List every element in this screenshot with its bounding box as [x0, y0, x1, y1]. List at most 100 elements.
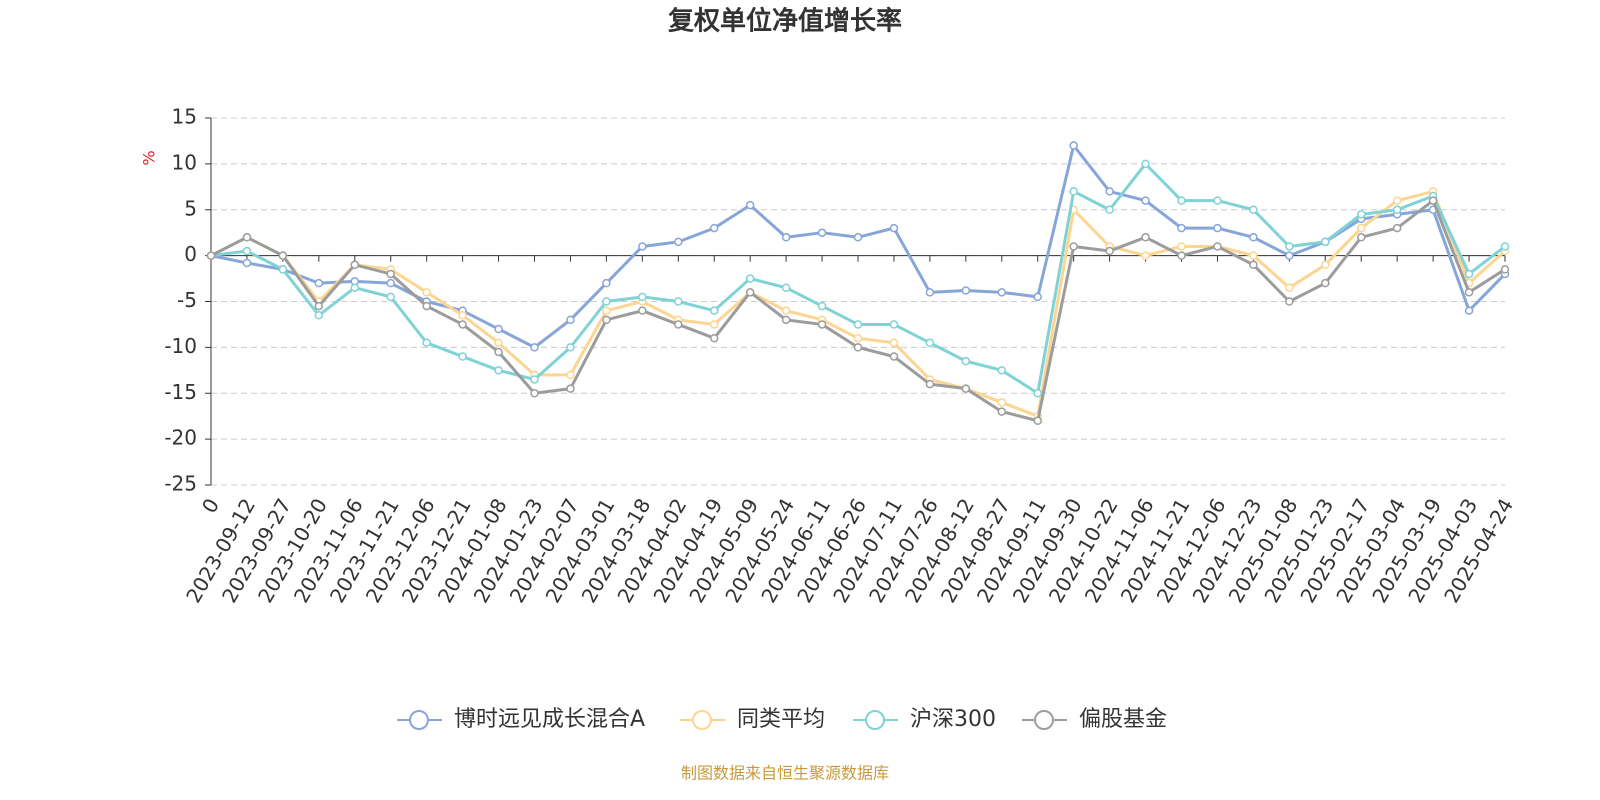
point [530, 343, 539, 352]
point [638, 292, 647, 302]
point [1213, 196, 1222, 205]
y-axis-label: % [140, 150, 159, 165]
legend-label: 同类平均 [737, 707, 825, 732]
point [997, 398, 1007, 407]
x-tick-label: 0 [197, 494, 224, 517]
point [889, 352, 899, 361]
point [350, 260, 360, 270]
point [1285, 242, 1294, 251]
y-tick-label: 5 [184, 196, 197, 220]
point [781, 233, 791, 242]
point [1141, 196, 1150, 205]
legend-label: 沪深300 [910, 707, 996, 732]
point [853, 233, 863, 242]
point [1141, 159, 1150, 169]
point [566, 370, 575, 380]
point [1500, 242, 1510, 251]
point [494, 347, 503, 357]
point [889, 223, 899, 233]
y-tick-label: 15 [172, 105, 197, 129]
point [206, 251, 216, 260]
point [1321, 278, 1330, 288]
point [494, 366, 503, 375]
point [674, 297, 683, 306]
point [817, 228, 827, 237]
point [1249, 260, 1258, 270]
point [314, 278, 324, 288]
point [1356, 210, 1366, 219]
legend-marker [1034, 710, 1054, 730]
point [494, 338, 503, 348]
point [1213, 242, 1222, 251]
point [602, 315, 611, 325]
point [1105, 187, 1114, 196]
y-tick-label: 10 [172, 150, 197, 174]
point [997, 407, 1007, 416]
legend-label: 博时远见成长混合A [454, 707, 645, 732]
point [853, 333, 863, 343]
point [314, 301, 324, 311]
point [1033, 389, 1042, 398]
point [709, 333, 719, 343]
point [1033, 292, 1042, 302]
chart-title: 复权单位净值增长率 [668, 6, 902, 37]
point [817, 320, 827, 329]
point [566, 343, 575, 352]
point [853, 343, 863, 352]
point [817, 301, 827, 311]
point [961, 356, 971, 366]
point [1105, 205, 1114, 214]
point [1392, 223, 1402, 233]
point [602, 297, 611, 306]
point [1177, 251, 1186, 260]
point [1177, 242, 1186, 251]
point [1464, 306, 1474, 315]
point [961, 286, 971, 295]
point [278, 265, 288, 274]
legend-marker [692, 710, 712, 730]
point [386, 292, 395, 302]
point [566, 315, 575, 325]
point [1356, 223, 1366, 233]
point [889, 320, 899, 329]
y-tick-label: 0 [184, 242, 197, 266]
y-tick-label: -25 [164, 472, 197, 496]
point [530, 389, 539, 398]
point [566, 384, 575, 393]
point [422, 338, 431, 348]
point [242, 246, 252, 256]
y-tick-label: -20 [164, 426, 197, 450]
legend-label: 偏股基金 [1079, 707, 1167, 732]
point [494, 324, 503, 334]
point [1213, 223, 1222, 233]
point [422, 288, 431, 297]
point [997, 288, 1007, 297]
y-tick-label: -10 [164, 334, 197, 358]
point [745, 200, 755, 210]
point [709, 306, 719, 315]
point [745, 288, 755, 297]
point [709, 320, 719, 329]
point [458, 352, 467, 361]
point [925, 379, 935, 389]
point [530, 375, 539, 384]
point [1177, 223, 1186, 233]
point [602, 278, 611, 288]
point [1249, 205, 1258, 214]
point [1033, 416, 1042, 426]
point [1141, 233, 1150, 242]
point [997, 366, 1007, 375]
point [674, 320, 683, 329]
point [242, 258, 252, 268]
point [781, 306, 791, 315]
legend-marker [409, 710, 429, 730]
point [242, 233, 252, 242]
point [925, 338, 935, 348]
point [350, 283, 360, 292]
point [1285, 251, 1294, 260]
point [1500, 265, 1510, 274]
point [674, 237, 683, 247]
point [386, 269, 395, 279]
y-tick-label: -15 [164, 380, 197, 404]
